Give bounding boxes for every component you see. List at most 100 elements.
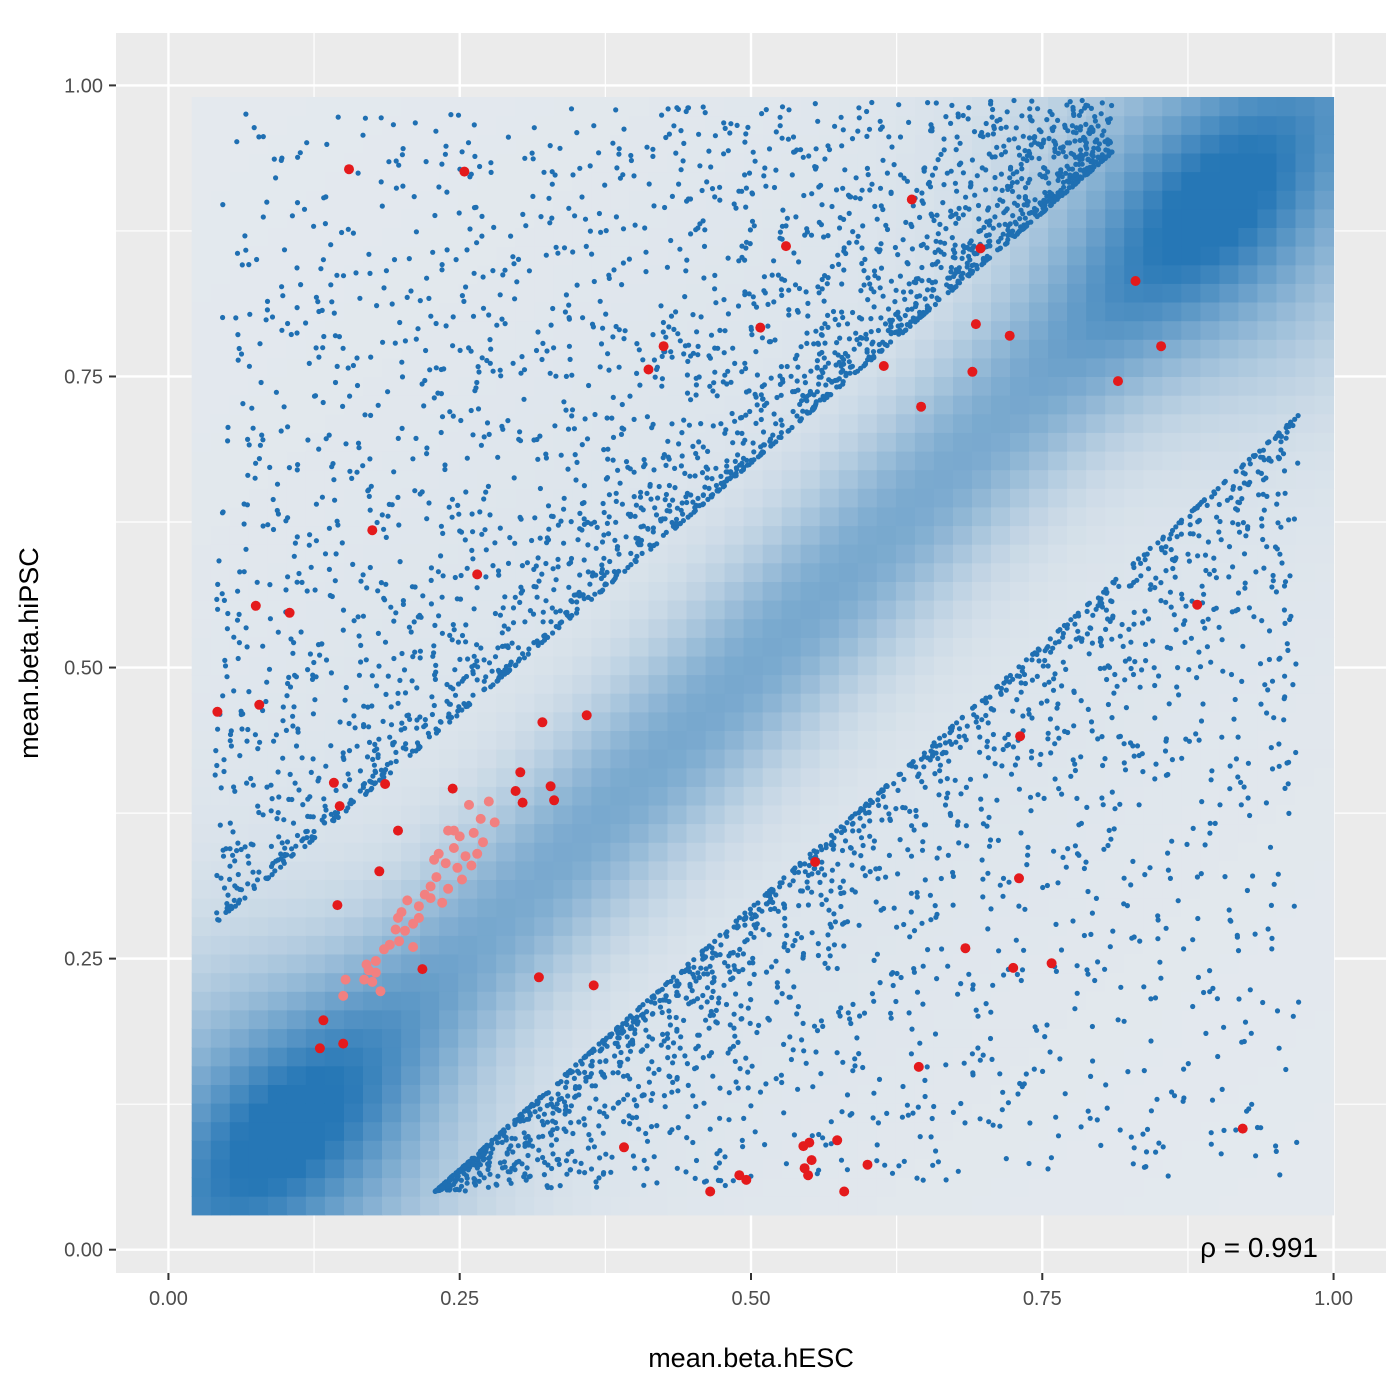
density-tile bbox=[591, 711, 611, 731]
density-tile bbox=[724, 749, 745, 769]
density-tile bbox=[363, 823, 383, 843]
density-tile bbox=[648, 860, 669, 880]
density-tile bbox=[267, 767, 288, 787]
density-tile bbox=[248, 525, 269, 545]
density-tile bbox=[534, 1177, 554, 1197]
density-tile bbox=[458, 991, 478, 1011]
density-tile bbox=[572, 786, 592, 806]
density-tile bbox=[857, 134, 878, 154]
density-tile bbox=[324, 618, 345, 638]
density-tile bbox=[629, 954, 649, 974]
data-point bbox=[659, 376, 666, 382]
density-tile bbox=[1124, 767, 1144, 787]
density-tile bbox=[933, 600, 954, 620]
density-tile bbox=[876, 469, 897, 489]
density-tile bbox=[496, 451, 516, 471]
data-point bbox=[388, 704, 394, 710]
density-tile bbox=[762, 451, 783, 471]
density-tile bbox=[876, 637, 897, 657]
density-tile bbox=[705, 413, 726, 433]
density-tile bbox=[1314, 1196, 1335, 1216]
density-tile bbox=[1219, 1103, 1239, 1123]
density-tile bbox=[496, 152, 516, 173]
density-tile bbox=[686, 674, 707, 694]
density-tile bbox=[1086, 264, 1106, 284]
density-tile bbox=[1314, 227, 1335, 247]
data-point bbox=[267, 464, 273, 470]
density-tile bbox=[439, 432, 459, 452]
density-tile bbox=[743, 97, 764, 117]
density-tile bbox=[876, 935, 897, 955]
data-point bbox=[634, 553, 640, 559]
density-tile bbox=[363, 1009, 383, 1030]
density-tile bbox=[210, 171, 231, 191]
density-tile bbox=[1295, 655, 1316, 676]
density-tile bbox=[819, 767, 840, 787]
density-tile bbox=[838, 190, 859, 210]
data-point bbox=[499, 423, 505, 429]
data-point bbox=[1035, 106, 1041, 112]
density-tile bbox=[1181, 413, 1201, 433]
density-tile bbox=[1143, 451, 1163, 471]
density-tile bbox=[286, 860, 307, 880]
density-tile bbox=[933, 1028, 954, 1048]
density-tile bbox=[781, 804, 802, 825]
density-tile bbox=[1295, 134, 1316, 154]
density-tile bbox=[515, 488, 535, 508]
density-tile bbox=[591, 749, 611, 769]
data-point bbox=[599, 539, 606, 545]
density-tile bbox=[629, 842, 649, 862]
density-tile bbox=[610, 916, 630, 936]
density-tile bbox=[705, 134, 726, 154]
data-point bbox=[674, 505, 681, 511]
density-tile bbox=[819, 655, 840, 676]
density-tile bbox=[819, 1121, 840, 1141]
density-tile bbox=[382, 786, 402, 806]
density-tile bbox=[1219, 842, 1239, 862]
density-tile bbox=[838, 413, 859, 433]
density-tile bbox=[572, 171, 592, 191]
data-point bbox=[847, 370, 853, 376]
data-point bbox=[246, 262, 252, 268]
density-tile bbox=[191, 134, 212, 154]
density-tile bbox=[1200, 357, 1220, 377]
density-tile bbox=[1162, 1158, 1182, 1179]
data-point bbox=[796, 285, 803, 292]
density-tile bbox=[210, 562, 231, 582]
density-tile bbox=[1276, 898, 1297, 918]
density-tile bbox=[610, 674, 630, 694]
data-point bbox=[1005, 232, 1011, 238]
density-tile bbox=[1105, 1047, 1125, 1067]
density-tile bbox=[895, 786, 916, 806]
density-tile bbox=[572, 469, 592, 489]
density-tile bbox=[401, 544, 421, 564]
density-tile bbox=[1238, 357, 1258, 377]
density-tile bbox=[477, 488, 497, 508]
data-point bbox=[549, 215, 555, 221]
density-tile bbox=[591, 954, 611, 974]
data-point bbox=[734, 122, 740, 128]
data-point bbox=[312, 587, 318, 593]
density-tile bbox=[686, 767, 707, 787]
density-tile bbox=[1276, 1196, 1297, 1216]
density-tile bbox=[324, 376, 345, 396]
density-tile bbox=[286, 451, 307, 471]
density-tile bbox=[781, 1121, 802, 1141]
density-tile bbox=[1219, 804, 1239, 825]
density-tile bbox=[363, 376, 383, 396]
density-tile bbox=[458, 898, 478, 918]
data-point bbox=[471, 270, 477, 276]
data-point bbox=[585, 542, 591, 548]
density-tile bbox=[382, 693, 402, 713]
density-tile bbox=[857, 208, 878, 228]
data-point bbox=[423, 159, 429, 165]
data-point bbox=[866, 126, 873, 132]
density-tile bbox=[439, 1084, 459, 1104]
density-tile bbox=[344, 264, 364, 284]
density-tile bbox=[762, 711, 783, 731]
density-tile bbox=[534, 190, 554, 210]
density-tile bbox=[210, 1158, 231, 1179]
density-tile bbox=[972, 637, 992, 657]
density-tile bbox=[1276, 208, 1297, 228]
density-tile bbox=[477, 749, 497, 769]
